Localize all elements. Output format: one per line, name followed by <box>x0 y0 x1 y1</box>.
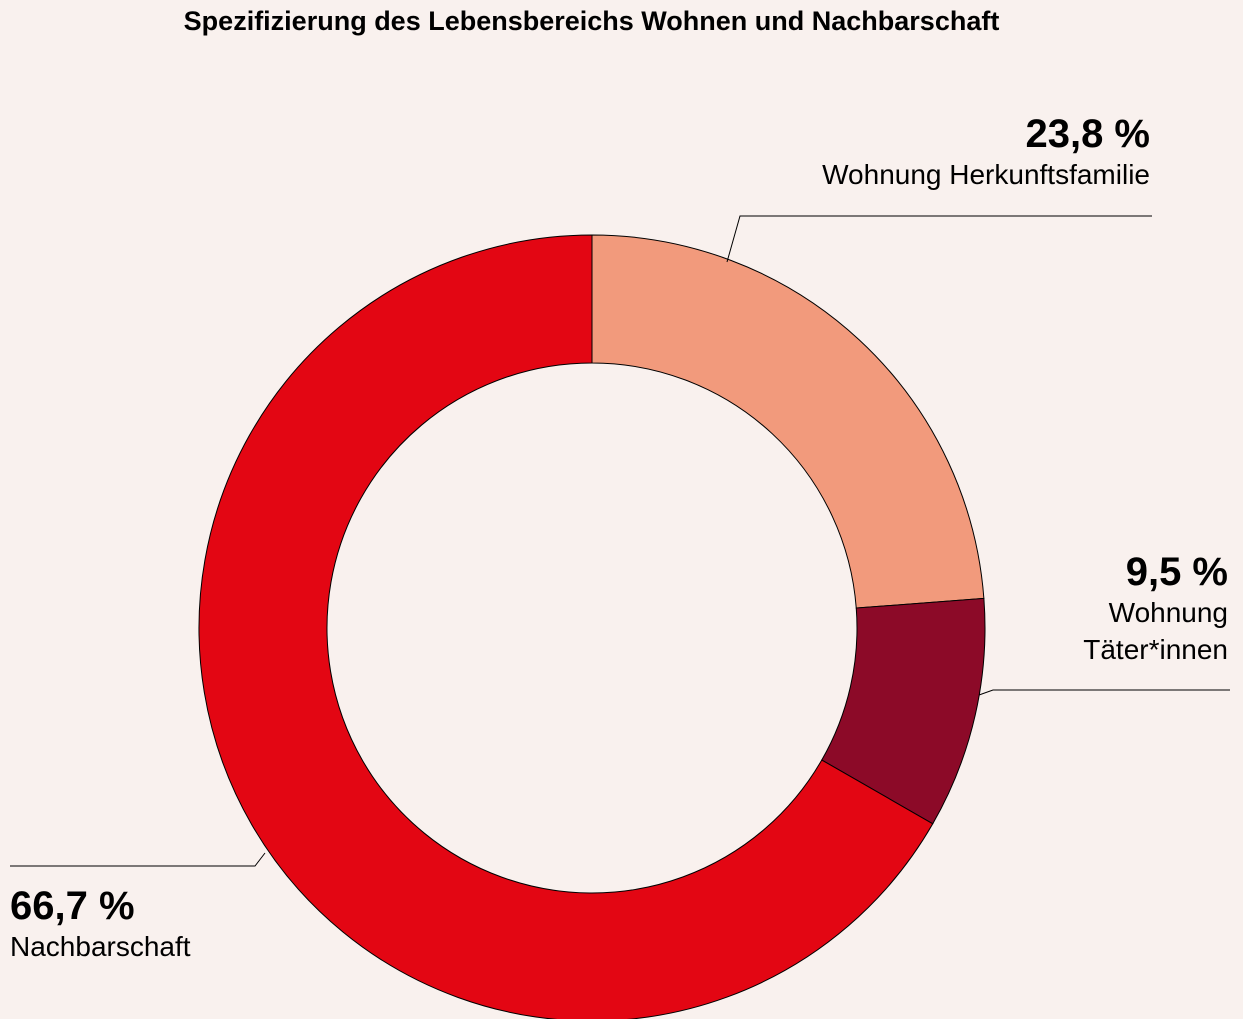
leader-line <box>726 215 1152 263</box>
data-label: 66,7 % Nachbarschaft <box>10 884 191 965</box>
donut-segment <box>591 234 985 609</box>
category-label: Wohnung Täter*innen <box>1083 597 1228 665</box>
value-label: 23,8 % <box>1025 112 1150 156</box>
data-label: 9,5 % Wohnung Täter*innen <box>1038 550 1228 668</box>
category-label: Nachbarschaft <box>10 931 191 962</box>
value-label: 9,5 % <box>1125 550 1228 594</box>
category-label: Wohnung Herkunftsfamilie <box>822 159 1150 190</box>
data-label: 23,8 % Wohnung Herkunftsfamilie <box>822 112 1150 193</box>
chart-title: Spezifizierung des Lebensbereichs Wohnen… <box>183 6 1000 36</box>
leader-line <box>10 852 266 867</box>
value-label: 66,7 % <box>10 884 135 928</box>
donut-segment <box>198 234 934 1019</box>
leader-line <box>978 689 1230 696</box>
